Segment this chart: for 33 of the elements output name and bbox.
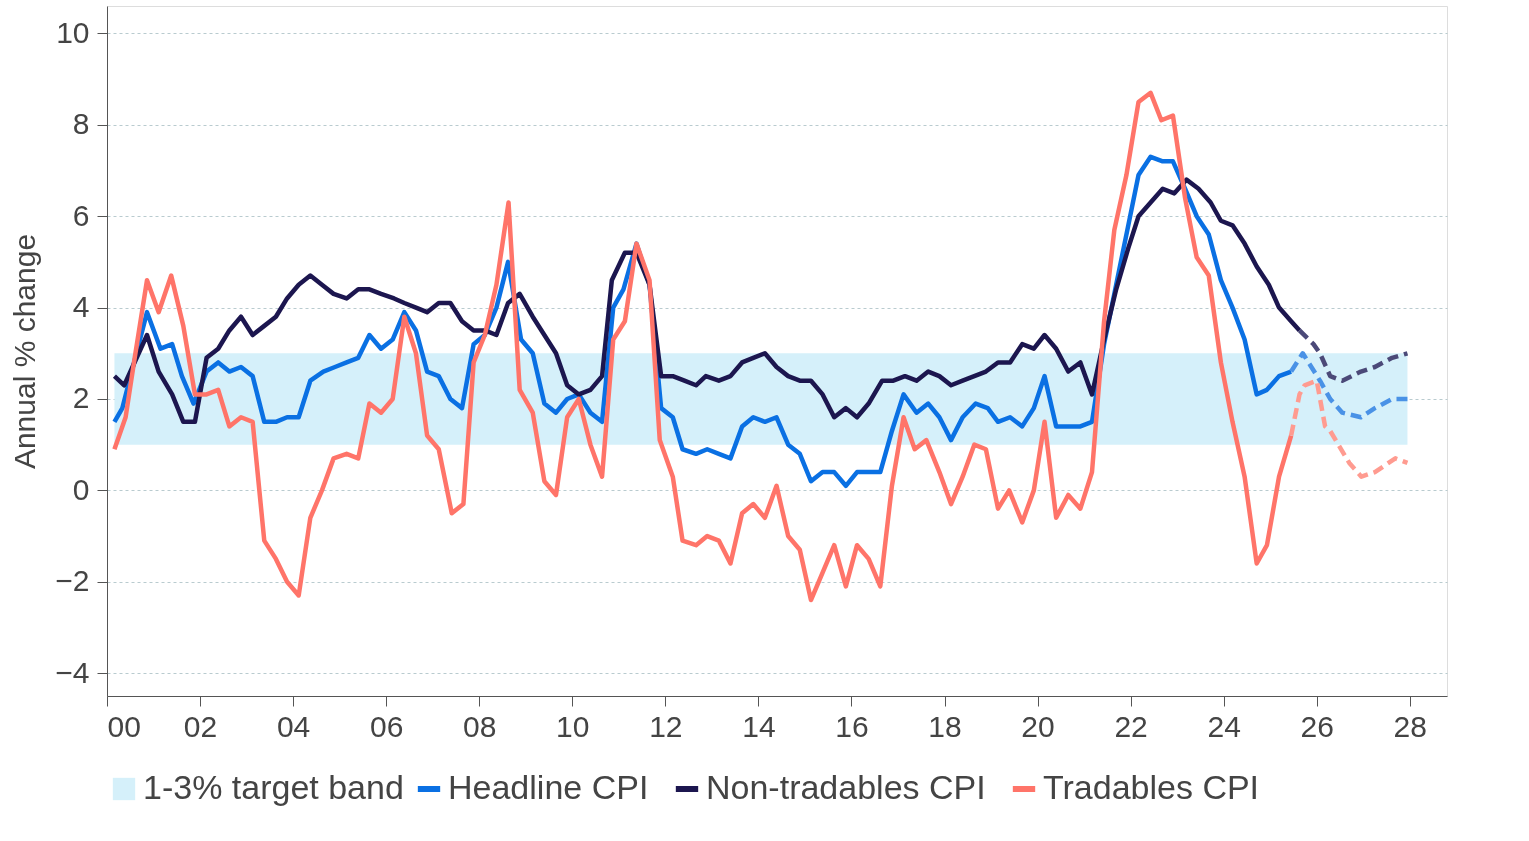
x-tick-label: 14: [742, 709, 776, 743]
legend-label: Tradables CPI: [1043, 768, 1260, 806]
line-series: [112, 177, 1302, 425]
y-tick-label: −4: [55, 655, 90, 689]
y-tick-label: 2: [72, 381, 90, 415]
legend-label: 1-3% target band: [143, 768, 404, 806]
x-tick-label: 22: [1114, 709, 1148, 743]
y-axis-title: Annual % change: [8, 233, 42, 470]
line-series: [1288, 378, 1410, 479]
x-tick-label: 12: [649, 709, 683, 743]
x-tick-label: 26: [1300, 709, 1334, 743]
line-series: [1297, 328, 1410, 383]
legend-label: Non-tradables CPI: [706, 768, 986, 806]
x-tick-label: 00: [107, 709, 141, 743]
y-tick-label: 0: [72, 472, 90, 506]
x-tick-label: 04: [276, 709, 311, 743]
y-tick-label: 4: [72, 290, 90, 324]
line-series: [112, 90, 1294, 603]
y-tick-label: −2: [55, 564, 90, 598]
line-series: [1288, 351, 1410, 420]
x-tick-label: 06: [369, 709, 404, 743]
legend-label: Headline CPI: [448, 768, 649, 806]
x-tick-label: 18: [928, 709, 962, 743]
y-tick-label: 6: [72, 198, 90, 232]
x-tick-label: 10: [556, 709, 590, 743]
x-tick-label: 08: [463, 709, 497, 743]
x-tick-label: 16: [835, 709, 869, 743]
x-tick-label: 20: [1021, 709, 1055, 743]
y-tick-label: 8: [72, 107, 90, 141]
x-tick-label: 02: [183, 709, 218, 743]
x-tick-label: 24: [1207, 709, 1241, 743]
x-tick-label: 28: [1393, 709, 1427, 743]
y-tick-label: 10: [56, 15, 90, 49]
